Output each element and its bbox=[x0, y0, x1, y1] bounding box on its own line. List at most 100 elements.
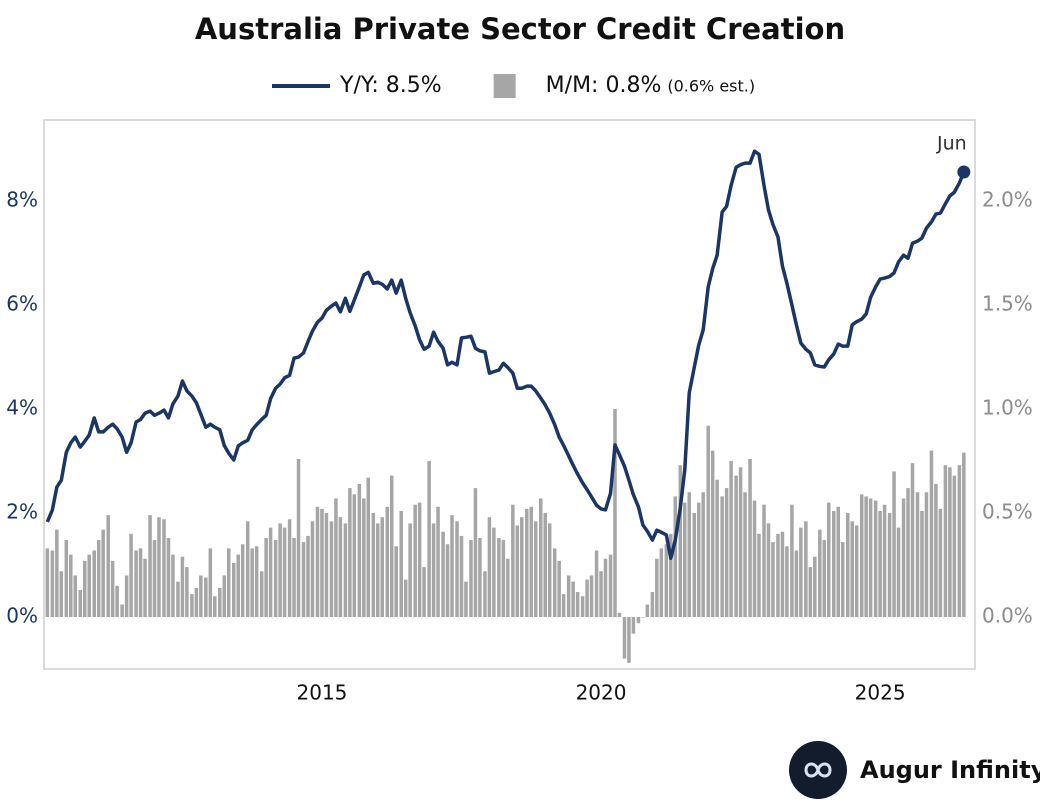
bar bbox=[73, 575, 78, 618]
bar bbox=[715, 479, 719, 618]
bar bbox=[483, 571, 487, 618]
bar bbox=[343, 523, 348, 618]
bar bbox=[497, 537, 501, 618]
legend-label: M/M: 0.8% bbox=[546, 73, 662, 98]
bar bbox=[571, 581, 575, 618]
bar bbox=[636, 617, 641, 624]
bar bbox=[743, 492, 747, 618]
x-tick-label: 2020 bbox=[576, 681, 627, 705]
bar bbox=[650, 592, 655, 618]
bar bbox=[171, 554, 175, 618]
bar bbox=[808, 567, 813, 618]
bar bbox=[204, 577, 208, 618]
bar bbox=[385, 506, 390, 618]
bar bbox=[603, 558, 608, 618]
bar bbox=[50, 550, 55, 618]
y2-tick-label: 0.0% bbox=[982, 604, 1033, 628]
bar bbox=[673, 496, 678, 618]
bar-series bbox=[45, 409, 966, 663]
bar bbox=[887, 513, 892, 618]
bar bbox=[645, 604, 650, 618]
bar bbox=[552, 548, 557, 618]
bar bbox=[138, 548, 143, 618]
bar bbox=[399, 510, 403, 618]
line bbox=[45, 149, 966, 561]
bar bbox=[533, 521, 538, 618]
bar bbox=[771, 542, 775, 618]
bar bbox=[236, 554, 240, 618]
bar bbox=[780, 531, 785, 618]
line-series bbox=[45, 149, 971, 561]
bar bbox=[511, 504, 515, 618]
bar bbox=[282, 527, 287, 618]
bar bbox=[324, 513, 329, 618]
bar bbox=[185, 567, 189, 618]
bar bbox=[55, 529, 59, 618]
bar bbox=[617, 612, 622, 618]
bar bbox=[292, 537, 296, 618]
y-tick-label: 4% bbox=[6, 396, 38, 420]
legend-swatch bbox=[493, 74, 516, 98]
bar bbox=[794, 550, 799, 618]
bar bbox=[450, 515, 454, 618]
bar bbox=[431, 523, 436, 618]
legend-note: (0.6% est.) bbox=[667, 77, 755, 96]
bar bbox=[622, 617, 627, 659]
bar bbox=[892, 471, 896, 618]
bar bbox=[380, 517, 384, 618]
bar bbox=[710, 450, 715, 618]
bar bbox=[859, 494, 864, 618]
bar bbox=[296, 458, 301, 618]
bar bbox=[69, 554, 73, 618]
bar bbox=[218, 587, 222, 618]
bar bbox=[915, 492, 920, 618]
y2-tick-label: 0.5% bbox=[982, 500, 1033, 524]
bar bbox=[106, 515, 110, 618]
bar bbox=[250, 548, 254, 618]
bar bbox=[180, 556, 185, 618]
bar bbox=[120, 604, 124, 618]
bar bbox=[362, 498, 366, 618]
chart-title: Australia Private Sector Credit Creation bbox=[195, 12, 845, 46]
bar bbox=[348, 488, 352, 618]
bar bbox=[882, 504, 887, 618]
end-annotation: Jun bbox=[936, 133, 967, 155]
bar bbox=[836, 506, 841, 618]
bar bbox=[501, 540, 506, 618]
bar bbox=[678, 465, 683, 618]
y2-tick-label: 1.0% bbox=[982, 396, 1033, 420]
bar bbox=[827, 502, 831, 618]
bar bbox=[157, 517, 161, 618]
bar bbox=[924, 492, 929, 618]
y-tick-label: 6% bbox=[6, 292, 38, 316]
bar bbox=[868, 498, 873, 618]
bar bbox=[706, 425, 710, 618]
bar bbox=[445, 544, 450, 618]
y2-tick-label: 1.5% bbox=[982, 292, 1033, 316]
bar bbox=[232, 562, 236, 618]
bar bbox=[687, 492, 691, 618]
bar bbox=[547, 523, 552, 618]
bar bbox=[129, 533, 133, 618]
bar bbox=[492, 527, 496, 618]
bar bbox=[748, 458, 752, 618]
bar bbox=[520, 517, 524, 618]
bar bbox=[627, 617, 631, 663]
bar bbox=[878, 510, 882, 618]
bar bbox=[422, 567, 426, 618]
bar bbox=[82, 560, 87, 618]
y-tick-label: 2% bbox=[6, 500, 38, 524]
bar bbox=[840, 542, 845, 618]
bar bbox=[506, 558, 510, 618]
bar bbox=[417, 502, 422, 618]
bar bbox=[580, 596, 585, 618]
bar bbox=[529, 506, 534, 618]
bar bbox=[696, 502, 701, 618]
y-tick-label: 8% bbox=[6, 188, 38, 212]
bar bbox=[701, 492, 705, 618]
bar bbox=[259, 571, 264, 618]
bar bbox=[962, 452, 966, 618]
bar bbox=[594, 550, 599, 618]
bar bbox=[669, 533, 673, 618]
bar bbox=[832, 510, 836, 618]
